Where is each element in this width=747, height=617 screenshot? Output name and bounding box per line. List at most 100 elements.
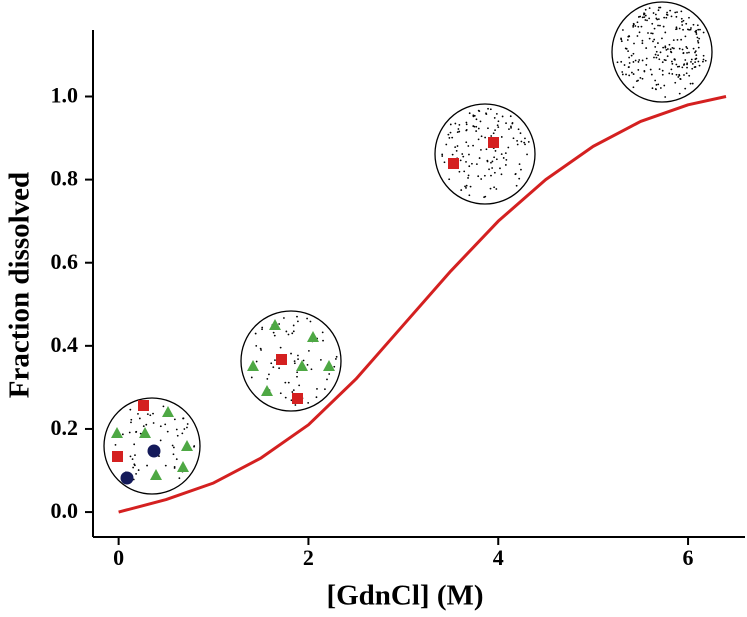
speckle <box>672 39 675 42</box>
speckle <box>500 153 503 156</box>
speckle <box>661 73 664 76</box>
speckle <box>631 71 633 74</box>
speckle <box>493 117 496 119</box>
speckle <box>651 22 654 25</box>
speckle <box>643 12 645 15</box>
speckle <box>159 439 162 442</box>
speckle <box>480 135 483 138</box>
speckle <box>678 47 681 50</box>
speckle <box>484 136 487 139</box>
speckle <box>451 153 454 156</box>
speckle <box>173 465 176 468</box>
speckle <box>137 469 140 471</box>
speckle <box>682 19 685 22</box>
speckle <box>511 122 514 124</box>
y-tick-label: 1.0 <box>51 83 79 108</box>
speckle <box>666 14 669 16</box>
speckle <box>465 187 467 189</box>
speckle <box>279 346 282 349</box>
speckle <box>695 57 698 60</box>
speckle <box>654 88 657 90</box>
speckle <box>272 366 275 369</box>
speckle <box>697 41 700 44</box>
speckle <box>657 54 659 57</box>
speckle <box>632 73 635 75</box>
speckle <box>653 27 656 30</box>
speckle <box>681 24 684 26</box>
x-tick-label: 0 <box>113 545 124 570</box>
x-axis-label: [GdnCl] (M) <box>326 580 483 612</box>
speckle <box>523 141 526 144</box>
speckle <box>695 33 698 35</box>
speckle <box>672 47 675 50</box>
particles <box>111 137 499 485</box>
speckle <box>477 138 480 141</box>
particle-triangle <box>177 461 189 472</box>
speckle <box>688 74 691 77</box>
speckle <box>278 367 281 370</box>
speckle <box>621 73 624 76</box>
speckle <box>628 74 631 77</box>
speckle <box>131 458 134 460</box>
speckle <box>512 137 515 140</box>
speckle <box>473 114 476 117</box>
speckle <box>287 381 290 384</box>
speckle <box>675 63 678 66</box>
speckle <box>623 64 626 66</box>
speckle <box>273 334 276 337</box>
speckle <box>675 28 678 30</box>
speckle <box>441 153 444 156</box>
speckle <box>175 458 178 461</box>
speckle <box>671 73 674 75</box>
speckle <box>293 360 296 362</box>
speckle <box>441 155 444 157</box>
speckle <box>694 51 696 54</box>
speckle <box>657 24 659 27</box>
speckle <box>475 125 478 128</box>
speckle <box>637 25 640 28</box>
speckle <box>494 129 496 131</box>
speckle <box>659 87 662 89</box>
speckle <box>315 396 318 399</box>
speckle <box>488 168 490 171</box>
speckle <box>505 122 507 125</box>
speckle <box>671 62 674 65</box>
speckle <box>114 443 117 446</box>
speckle <box>665 48 668 51</box>
speckle <box>655 83 658 86</box>
speckle <box>632 61 635 63</box>
speckle <box>628 66 630 68</box>
speckle <box>524 137 526 140</box>
speckle <box>694 61 697 64</box>
speckle <box>500 136 503 138</box>
speckle <box>658 68 661 71</box>
speckle <box>676 39 679 41</box>
speckle <box>684 59 687 61</box>
speckle <box>655 50 658 53</box>
speckle <box>697 28 700 31</box>
speckle <box>679 77 682 80</box>
speckle <box>129 455 132 458</box>
speckle <box>455 149 458 152</box>
speckle <box>477 127 480 130</box>
speckle <box>493 156 496 159</box>
solution-circle <box>240 310 342 412</box>
y-tick-label: 0.6 <box>51 249 79 274</box>
speckle <box>129 408 132 411</box>
speckle <box>654 13 657 16</box>
speckle <box>457 128 460 130</box>
speckle <box>673 58 676 61</box>
speckle <box>504 152 507 155</box>
speckle <box>497 120 500 123</box>
speckle <box>670 51 673 54</box>
speckle <box>464 185 466 188</box>
speckle <box>181 432 184 435</box>
speckle <box>489 187 492 190</box>
speckle <box>674 81 677 84</box>
speckle <box>663 84 666 87</box>
speckle <box>290 399 293 402</box>
speckle <box>176 434 179 437</box>
speckle <box>465 184 468 187</box>
speckle <box>665 16 668 19</box>
speckle <box>632 86 635 89</box>
